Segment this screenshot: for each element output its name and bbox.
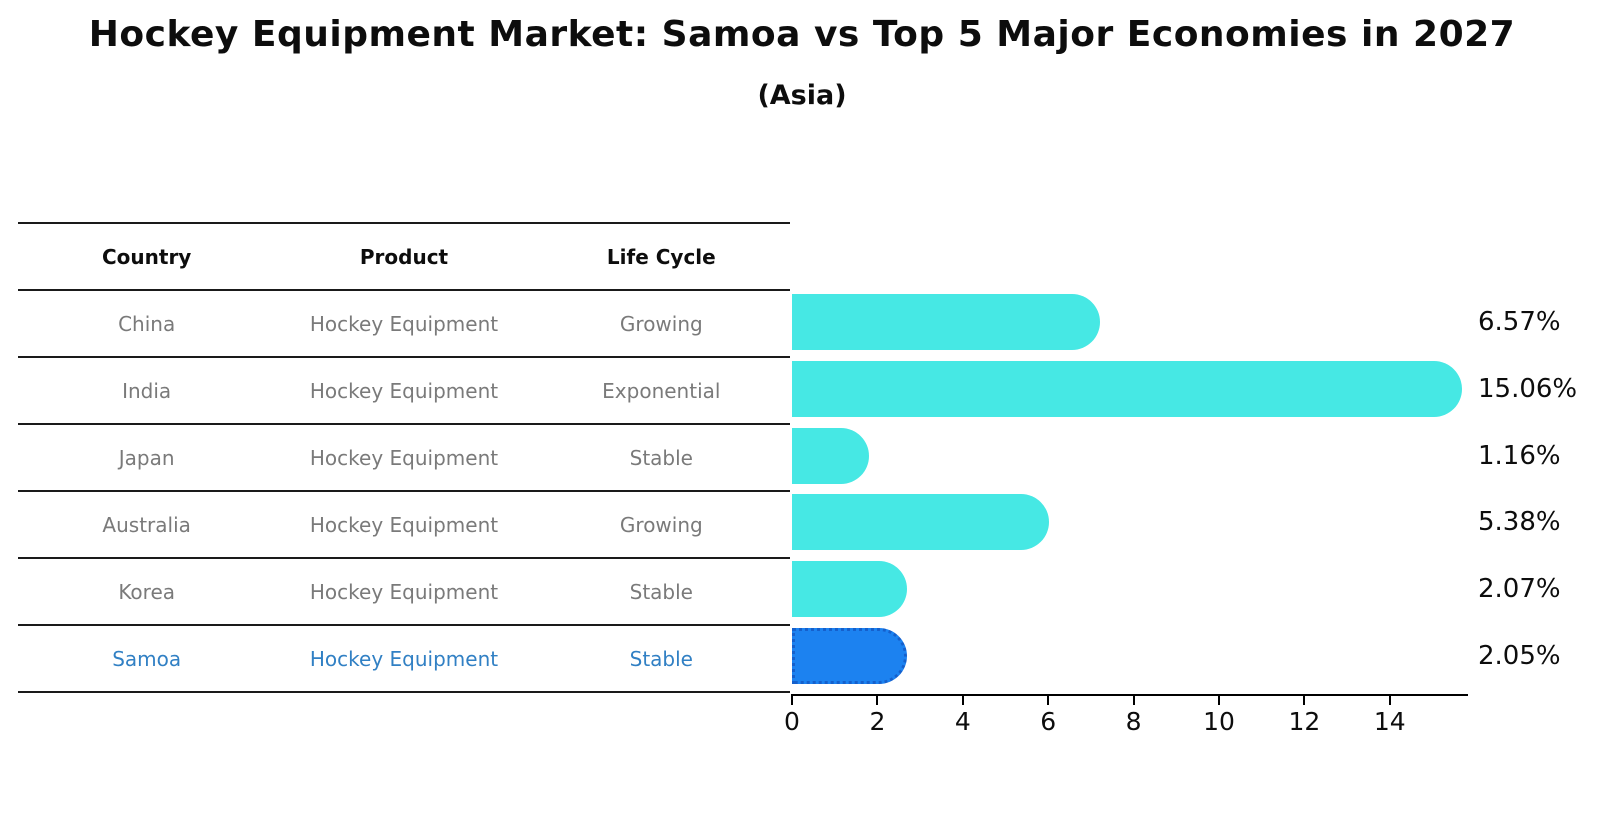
cell-country: Samoa [112, 646, 182, 671]
page-subtitle: (Asia) [757, 80, 847, 111]
column-header-product: Product [359, 244, 449, 269]
x-tick-mark [1132, 696, 1135, 705]
x-tick-mark [1303, 696, 1306, 705]
bar-australia [792, 494, 1049, 551]
table-row-australia: Australia Hockey Equipment Growing [18, 492, 790, 559]
cell-country: Korea [118, 579, 176, 604]
table-row-japan: Japan Hockey Equipment Stable [18, 425, 790, 492]
bar-india [792, 361, 1463, 417]
cell-country: India [122, 378, 172, 403]
x-tick-label: 6 [1040, 707, 1057, 736]
cell-country: Australia [102, 512, 191, 537]
cell-life-cycle: Exponential [602, 378, 721, 403]
bar-japan [792, 427, 869, 484]
column-header-country: Country [101, 244, 192, 269]
value-label-korea: 2.07% [1478, 574, 1561, 605]
x-tick-label: 10 [1203, 707, 1235, 736]
x-tick-mark [791, 696, 793, 705]
table-row-india: India Hockey Equipment Exponential [18, 358, 790, 425]
cell-life-cycle: Stable [629, 579, 693, 604]
cell-life-cycle: Stable [629, 646, 693, 671]
x-tick-mark [961, 696, 964, 705]
cell-product: Hockey Equipment [309, 579, 499, 604]
cell-product: Hockey Equipment [309, 445, 499, 470]
cell-product: Hockey Equipment [309, 378, 499, 403]
cell-life-cycle: Stable [629, 445, 693, 470]
cell-life-cycle: Growing [619, 512, 703, 537]
x-tick-label: 2 [869, 707, 886, 736]
x-tick-mark [1388, 696, 1391, 705]
value-label-samoa: 2.05% [1478, 640, 1561, 671]
table-body: China Hockey Equipment Growing India Hockey … [18, 291, 790, 693]
cell-country: China [118, 311, 176, 336]
x-axis-line [791, 694, 1468, 696]
table-row-china: China Hockey Equipment Growing [18, 291, 790, 358]
value-label-india: 15.06% [1478, 374, 1578, 404]
column-header-life-cycle: Life Cycle [606, 244, 716, 269]
cell-product: Hockey Equipment [309, 311, 499, 336]
value-label-china: 6.57% [1478, 307, 1561, 338]
value-label-australia: 5.38% [1478, 507, 1561, 538]
cell-life-cycle: Growing [619, 311, 703, 336]
cell-product: Hockey Equipment [309, 646, 499, 671]
table-row-korea: Korea Hockey Equipment Stable [18, 559, 790, 626]
table-header-row: Country Product Life Cycle [18, 224, 790, 291]
x-tick-mark [1047, 696, 1050, 705]
x-tick-label: 4 [954, 707, 971, 736]
bar-china [792, 294, 1100, 351]
x-tick-label: 0 [784, 707, 800, 736]
x-tick-mark [876, 696, 879, 705]
cell-product: Hockey Equipment [309, 512, 499, 537]
table-row-samoa: Samoa Hockey Equipment Stable [18, 626, 790, 693]
cell-country: Japan [118, 445, 175, 470]
value-label-japan: 1.16% [1478, 440, 1561, 471]
bar-korea [792, 561, 908, 618]
x-tick-label: 12 [1288, 707, 1321, 736]
bar-samoa [792, 627, 907, 684]
x-tick-label: 14 [1373, 707, 1406, 736]
x-tick-label: 8 [1125, 707, 1142, 736]
x-tick-mark [1218, 696, 1220, 705]
page-title: Hockey Equipment Market: Samoa vs Top 5 … [88, 14, 1516, 55]
country-table: Country Product Life Cycle China Hockey E… [18, 222, 790, 693]
